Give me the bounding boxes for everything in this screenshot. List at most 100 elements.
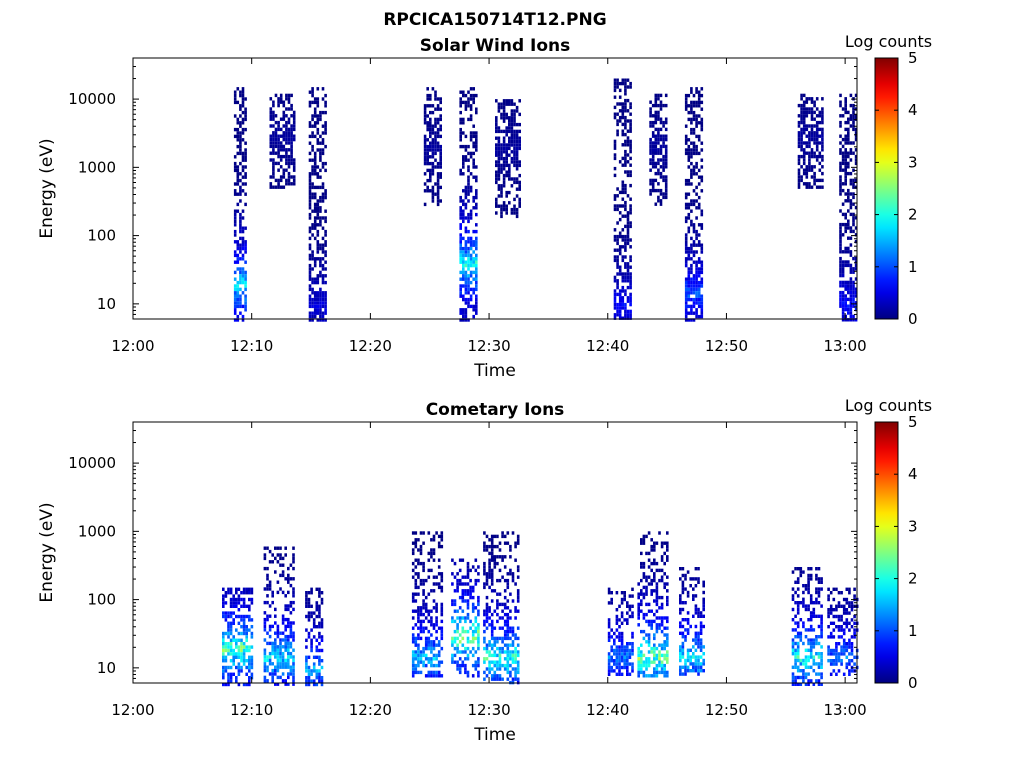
- heatmap-cell: [797, 154, 801, 159]
- heatmap-cell: [440, 674, 444, 678]
- heatmap-cell: [797, 114, 801, 118]
- heatmap-cell: [498, 663, 502, 668]
- x-axis-label: Time: [473, 361, 516, 381]
- heatmap-cell: [467, 263, 470, 268]
- heatmap-cell: [244, 240, 247, 244]
- heatmap-cell: [459, 250, 462, 254]
- heatmap-cell: [498, 674, 502, 678]
- heatmap-cell: [279, 165, 283, 169]
- heatmap-cell: [690, 246, 693, 251]
- heatmap-cell: [810, 107, 814, 111]
- heatmap-cell: [697, 301, 701, 305]
- heatmap-cell: [496, 636, 499, 641]
- heatmap-cell: [684, 141, 688, 145]
- heatmap-cell: [686, 594, 690, 598]
- heatmap-cell: [305, 655, 308, 659]
- heatmap-cell: [319, 209, 322, 213]
- heatmap-cell: [794, 665, 797, 669]
- heatmap-cell: [419, 660, 423, 664]
- heatmap-cell: [279, 587, 282, 591]
- heatmap-cell: [629, 105, 632, 110]
- heatmap-cell: [501, 640, 504, 644]
- heatmap-cell: [844, 97, 847, 101]
- heatmap-cell: [802, 148, 806, 152]
- heatmap-cell: [485, 544, 489, 549]
- heatmap-cell: [285, 97, 288, 101]
- heatmap-cell: [411, 541, 415, 545]
- heatmap-cell: [422, 612, 425, 617]
- heatmap-cell: [263, 638, 267, 642]
- heatmap-cell: [689, 584, 692, 588]
- heatmap-cell: [451, 616, 454, 620]
- heatmap-cell: [514, 606, 517, 610]
- heatmap-cell: [239, 148, 242, 152]
- heatmap-cell: [490, 643, 494, 647]
- heatmap-cell: [274, 556, 277, 561]
- heatmap-cell: [276, 651, 280, 656]
- heatmap-cell: [477, 578, 480, 583]
- heatmap-cell: [235, 665, 238, 670]
- heatmap-cell: [472, 97, 475, 101]
- heatmap-cell: [232, 672, 235, 676]
- heatmap-cell: [250, 665, 254, 670]
- heatmap-cell: [440, 589, 444, 593]
- heatmap-cell: [436, 107, 440, 111]
- heatmap-cell: [436, 192, 440, 196]
- heatmap-cell: [319, 134, 322, 139]
- heatmap-cell: [694, 658, 698, 663]
- heatmap-cell: [835, 608, 838, 612]
- heatmap-cell: [509, 674, 512, 678]
- heatmap-cell: [279, 631, 282, 635]
- heatmap-cell: [802, 154, 806, 159]
- heatmap-cell: [689, 669, 692, 673]
- heatmap-cell: [660, 619, 664, 624]
- heatmap-cell: [459, 134, 462, 139]
- heatmap-cell: [236, 243, 240, 247]
- heatmap-cell: [437, 626, 441, 630]
- heatmap-cell: [242, 645, 246, 649]
- heatmap-cell: [802, 168, 806, 172]
- heatmap-cell: [272, 158, 275, 162]
- heatmap-cell: [496, 602, 499, 607]
- heatmap-cell: [483, 561, 486, 566]
- heatmap-cell: [813, 131, 816, 135]
- heatmap-cell: [287, 171, 291, 176]
- heatmap-cell: [427, 657, 431, 661]
- heatmap-cell: [620, 642, 624, 646]
- heatmap-cell: [791, 672, 795, 676]
- heatmap-cell: [503, 534, 507, 539]
- heatmap-cell: [227, 591, 230, 595]
- heatmap-cell: [697, 662, 700, 666]
- heatmap-cell: [469, 257, 473, 261]
- heatmap-cell: [236, 314, 240, 319]
- heatmap-cell: [692, 168, 696, 173]
- heatmap-cell: [462, 165, 465, 169]
- heatmap-cell: [229, 648, 233, 653]
- heatmap-cell: [815, 185, 819, 189]
- heatmap-cell: [440, 534, 444, 539]
- heatmap-cell: [240, 591, 243, 595]
- heatmap-cell: [240, 631, 243, 636]
- heatmap-cell: [514, 670, 517, 675]
- heatmap-cell: [493, 653, 497, 658]
- heatmap-cell: [628, 642, 632, 646]
- heatmap-cell: [642, 541, 646, 545]
- heatmap-cell: [429, 155, 432, 159]
- heatmap-cell: [508, 170, 511, 174]
- heatmap-cell: [624, 119, 627, 123]
- heatmap-cell: [631, 662, 634, 666]
- heatmap-cell: [475, 206, 478, 210]
- heatmap-cell: [414, 599, 418, 603]
- heatmap-cell: [684, 601, 687, 605]
- heatmap-cell: [637, 646, 640, 651]
- heatmap-cell: [272, 131, 275, 135]
- heatmap-cell: [615, 655, 619, 659]
- heatmap-cell: [318, 655, 321, 659]
- heatmap-cell: [472, 175, 475, 179]
- heatmap-cell: [841, 267, 845, 271]
- heatmap-cell: [229, 611, 233, 615]
- heatmap-cell: [624, 92, 627, 96]
- heatmap-cell: [794, 682, 797, 686]
- heatmap-cell: [241, 216, 245, 220]
- heatmap-cell: [440, 626, 444, 630]
